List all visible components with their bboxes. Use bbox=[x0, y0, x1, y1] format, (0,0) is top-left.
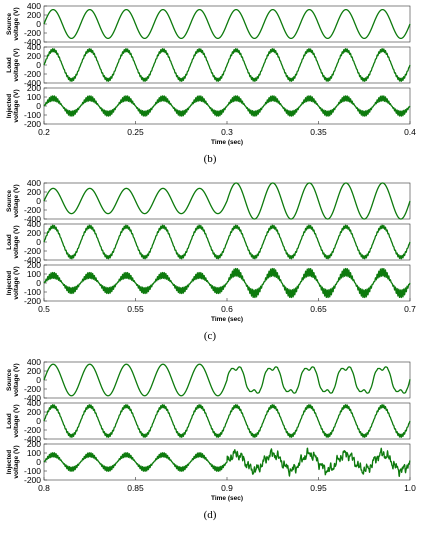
x-tick-label: 0.85 bbox=[127, 483, 144, 493]
y-tick-label: -200 bbox=[24, 296, 41, 306]
y-tick-label: -200 bbox=[24, 384, 41, 394]
x-axis-label: Time (sec) bbox=[211, 316, 243, 323]
y-tick-label: 400 bbox=[27, 219, 41, 229]
y-tick-label: 0 bbox=[36, 101, 41, 111]
series-line bbox=[43, 95, 411, 117]
y-tick-label: 200 bbox=[27, 228, 41, 238]
y-tick-label: 200 bbox=[27, 83, 41, 93]
x-tick-label: 0.6 bbox=[221, 304, 233, 314]
y-tick-label: 200 bbox=[27, 51, 41, 61]
y-tick-label: 0 bbox=[36, 278, 41, 288]
x-tick-label: 0.55 bbox=[127, 304, 144, 314]
y-tick-label: 200 bbox=[27, 439, 41, 449]
y-tick-label: 0 bbox=[36, 416, 41, 426]
x-tick-label: 0.8 bbox=[38, 483, 50, 493]
series-line bbox=[43, 404, 411, 438]
y-tick-label: 200 bbox=[27, 187, 41, 197]
y-tick-label: 0 bbox=[36, 457, 41, 467]
x-tick-label: 0.95 bbox=[310, 483, 327, 493]
x-tick-label: 1.0 bbox=[404, 483, 416, 493]
y-tick-label: 100 bbox=[27, 92, 41, 102]
y-tick-label: 100 bbox=[27, 269, 41, 279]
series-line bbox=[43, 267, 411, 299]
series-line bbox=[43, 8, 411, 40]
figure-caption: (b) bbox=[204, 153, 217, 165]
y-tick-label: -400 bbox=[24, 37, 41, 47]
x-tick-label: 0.7 bbox=[404, 304, 416, 314]
x-tick-label: 0.65 bbox=[310, 304, 327, 314]
y-tick-label: -200 bbox=[24, 119, 41, 129]
y-tick-label: 400 bbox=[27, 398, 41, 408]
x-axis-label: Time (sec) bbox=[211, 139, 243, 146]
x-tick-label: 0.2 bbox=[38, 127, 50, 137]
series-line bbox=[43, 363, 411, 397]
x-tick-label: 0.35 bbox=[310, 127, 327, 137]
x-tick-label: 0.5 bbox=[38, 304, 50, 314]
y-tick-label: -200 bbox=[24, 205, 41, 215]
y-tick-label: 200 bbox=[27, 260, 41, 270]
y-axis-label: Sourcevoltage (V) bbox=[6, 363, 20, 396]
y-tick-label: -200 bbox=[24, 69, 41, 79]
y-axis-label: Sourcevoltage (V) bbox=[6, 7, 20, 40]
y-tick-label: -400 bbox=[24, 78, 41, 88]
y-tick-label: -400 bbox=[24, 393, 41, 403]
y-tick-label: -200 bbox=[24, 425, 41, 435]
x-tick-label: 0.9 bbox=[221, 483, 233, 493]
y-tick-label: 0 bbox=[36, 19, 41, 29]
y-tick-label: 100 bbox=[27, 448, 41, 458]
y-tick-label: 0 bbox=[36, 60, 41, 70]
series-line bbox=[43, 48, 411, 82]
y-tick-label: -200 bbox=[24, 246, 41, 256]
y-axis-label: Sourcevoltage (V) bbox=[6, 184, 20, 217]
y-tick-label: -200 bbox=[24, 475, 41, 485]
y-axis-label: Loadvoltage (V) bbox=[6, 404, 20, 437]
y-tick-label: -100 bbox=[24, 466, 41, 476]
series-line bbox=[43, 447, 411, 478]
y-tick-label: -100 bbox=[24, 287, 41, 297]
y-tick-label: 0 bbox=[36, 237, 41, 247]
y-axis-label: Injectedvoltage (V) bbox=[6, 266, 20, 299]
y-tick-label: -400 bbox=[24, 434, 41, 444]
x-axis-label: Time (sec) bbox=[211, 495, 243, 502]
y-tick-label: 0 bbox=[36, 375, 41, 385]
x-tick-label: 0.25 bbox=[127, 127, 144, 137]
y-tick-label: 400 bbox=[27, 357, 41, 367]
y-axis-label: Injectedvoltage (V) bbox=[6, 89, 20, 122]
x-tick-label: 0.4 bbox=[404, 127, 416, 137]
y-axis-label: Loadvoltage (V) bbox=[6, 48, 20, 81]
y-tick-label: 200 bbox=[27, 366, 41, 376]
series-line bbox=[43, 182, 411, 220]
y-tick-label: 200 bbox=[27, 407, 41, 417]
y-tick-label: -400 bbox=[24, 255, 41, 265]
y-tick-label: -400 bbox=[24, 214, 41, 224]
y-tick-label: 400 bbox=[27, 1, 41, 11]
y-axis-label: Injectedvoltage (V) bbox=[6, 445, 20, 478]
y-axis-label: Loadvoltage (V) bbox=[6, 225, 20, 258]
y-tick-label: -200 bbox=[24, 28, 41, 38]
figure-caption: (c) bbox=[204, 330, 217, 342]
figure-caption: (d) bbox=[204, 509, 217, 521]
series-line bbox=[43, 224, 411, 260]
y-tick-label: 400 bbox=[27, 178, 41, 188]
x-tick-label: 0.3 bbox=[221, 127, 233, 137]
y-tick-label: 400 bbox=[27, 42, 41, 52]
y-tick-label: 0 bbox=[36, 196, 41, 206]
y-tick-label: 200 bbox=[27, 10, 41, 20]
y-tick-label: -100 bbox=[24, 110, 41, 120]
